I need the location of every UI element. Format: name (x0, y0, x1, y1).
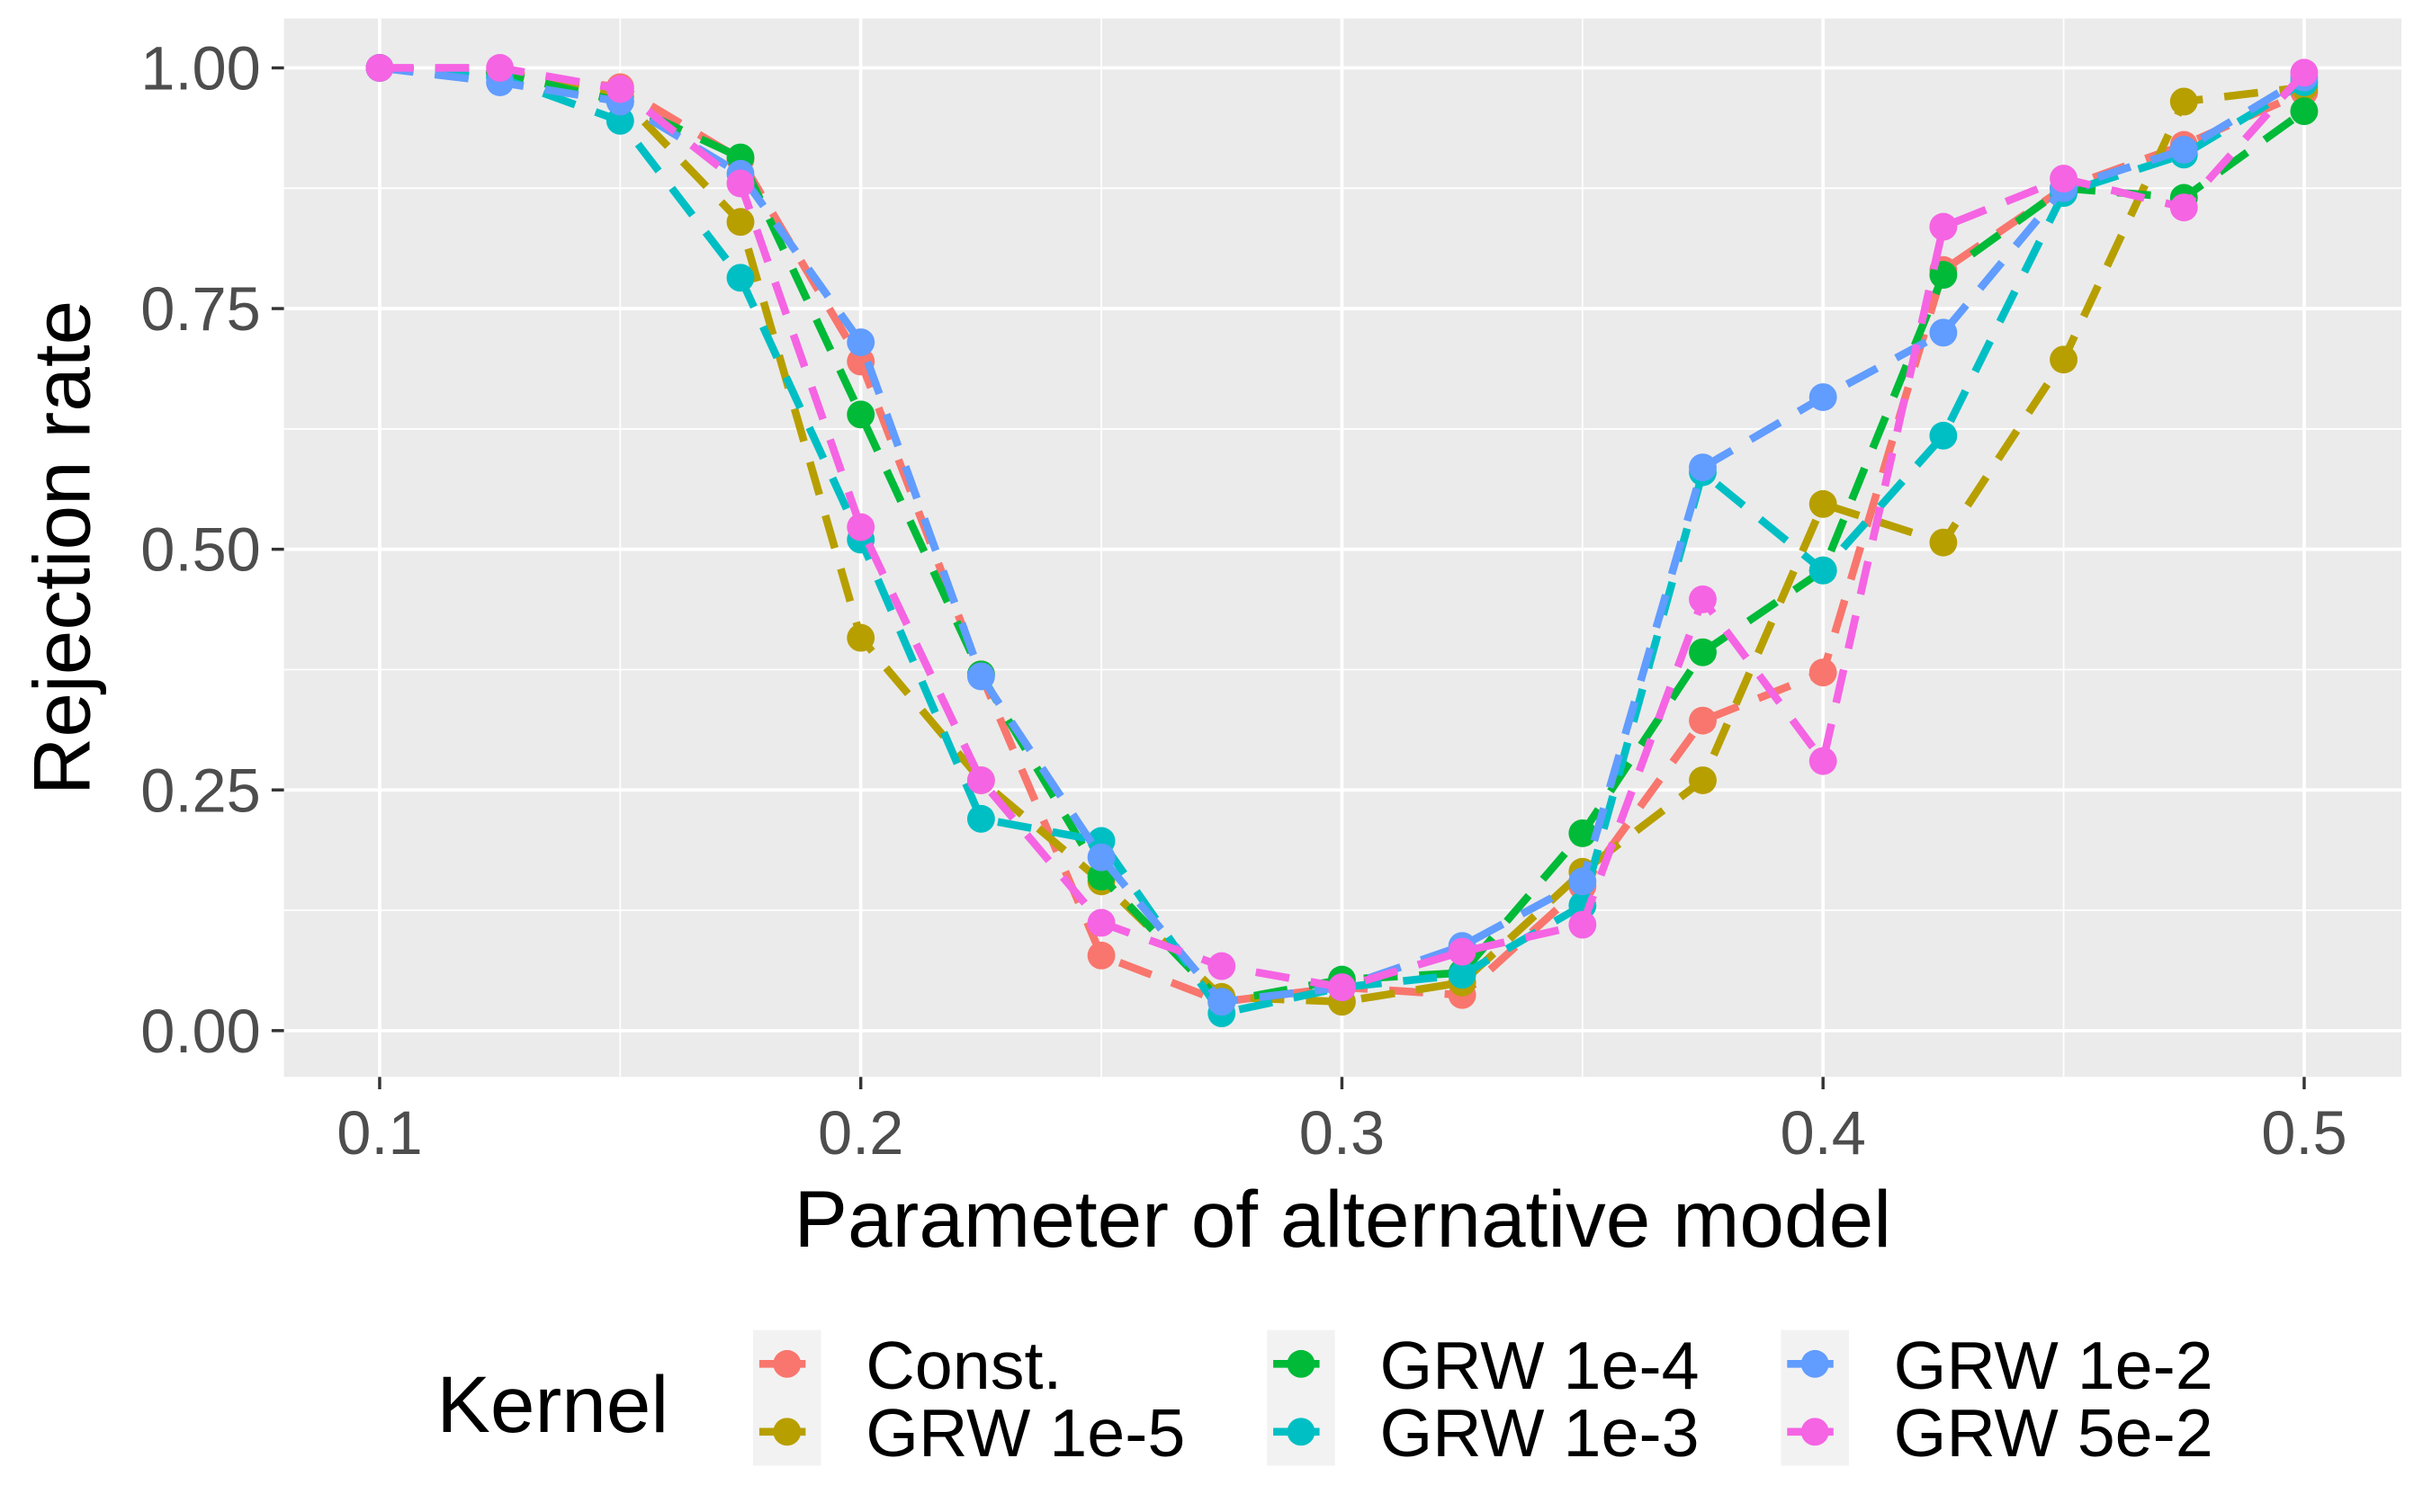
data-point (1689, 766, 1717, 794)
legend-label: GRW 1e-5 (866, 1395, 1185, 1471)
data-point (1808, 747, 1837, 775)
data-point (726, 264, 755, 292)
legend-item: GRW 1e-4 (1267, 1328, 1700, 1403)
x-tick-label: 0.1 (337, 1098, 422, 1168)
legend-key-point (1800, 1418, 1829, 1446)
legend-key-point (1287, 1349, 1315, 1378)
data-point (726, 208, 755, 237)
data-point (2290, 97, 2319, 126)
x-tick-label: 0.2 (818, 1098, 903, 1168)
y-axis-title: Rejection rate (16, 300, 106, 795)
data-point (1568, 910, 1597, 939)
legend-item: GRW 5e-2 (1781, 1395, 2213, 1471)
data-point (2290, 58, 2319, 87)
data-point (1808, 383, 1837, 411)
data-point (1087, 941, 1116, 970)
legend-key-point (1800, 1349, 1829, 1378)
data-point (1929, 421, 1958, 450)
x-tick-label: 0.5 (2261, 1098, 2347, 1168)
data-point (847, 623, 875, 652)
data-point (1689, 638, 1717, 667)
legend-item: GRW 1e-2 (1781, 1328, 2213, 1403)
data-point (1689, 453, 1717, 482)
x-axis-title: Parameter of alternative model (794, 1174, 1891, 1264)
x-tick-label: 0.4 (1780, 1098, 1865, 1168)
data-point (1207, 988, 1236, 1016)
data-point (1689, 706, 1717, 735)
legend-label: GRW 5e-2 (1894, 1395, 2213, 1471)
data-point (1087, 908, 1116, 937)
data-point (966, 804, 995, 833)
legend-label: GRW 1e-2 (1894, 1328, 2213, 1403)
data-point (1689, 585, 1717, 613)
data-point (2169, 136, 2198, 164)
y-tick-label: 0.25 (140, 756, 261, 825)
data-point (2050, 165, 2078, 193)
legend-key-point (773, 1418, 802, 1446)
data-point (1207, 952, 1236, 980)
legend-item: GRW 1e-3 (1267, 1395, 1700, 1471)
y-ticks: 0.00 0.25 0.50 0.75 1.00 (140, 33, 284, 1066)
legend-title: Kernel (436, 1359, 669, 1449)
data-point (486, 54, 515, 82)
data-point (847, 400, 875, 429)
series-grw-5e-2 (365, 54, 2319, 1002)
y-tick-label: 0.75 (140, 274, 261, 344)
data-point (365, 54, 394, 82)
data-point (606, 106, 634, 135)
data-point (847, 328, 875, 356)
data-point (1808, 556, 1837, 585)
legend-key-point (773, 1349, 802, 1378)
data-point (2050, 345, 2078, 374)
data-point (2169, 193, 2198, 222)
data-point (1328, 973, 1356, 1002)
y-tick-label: 0.50 (140, 515, 261, 585)
data-point (1448, 961, 1476, 989)
legend-label: Const. (866, 1328, 1062, 1403)
data-point (1929, 318, 1958, 347)
series-layer (365, 54, 2319, 1027)
data-point (847, 513, 875, 541)
series-line (379, 64, 2305, 1007)
data-point (966, 662, 995, 691)
series-line (379, 64, 2307, 1018)
data-point (966, 766, 995, 794)
legend-key-point (1287, 1418, 1315, 1446)
data-point (1568, 867, 1597, 896)
data-point (2169, 87, 2198, 116)
legend-item: GRW 1e-5 (753, 1395, 1185, 1471)
legend-label: GRW 1e-3 (1379, 1395, 1699, 1471)
y-tick-label: 0.00 (140, 997, 261, 1066)
legend-item: Const. (753, 1328, 1062, 1403)
y-tick-label: 1.00 (140, 33, 261, 103)
data-point (1808, 489, 1837, 518)
data-point (1087, 843, 1116, 872)
data-point (1568, 819, 1597, 847)
legend-label: GRW 1e-4 (1379, 1328, 1699, 1403)
data-point (1448, 937, 1476, 966)
data-point (606, 75, 634, 103)
x-ticks: 0.1 0.2 0.3 0.4 0.5 (337, 1077, 2347, 1168)
data-point (1929, 528, 1958, 557)
data-point (1808, 658, 1837, 687)
data-point (726, 169, 755, 198)
x-tick-label: 0.3 (1299, 1098, 1385, 1168)
data-point (1929, 212, 1958, 241)
